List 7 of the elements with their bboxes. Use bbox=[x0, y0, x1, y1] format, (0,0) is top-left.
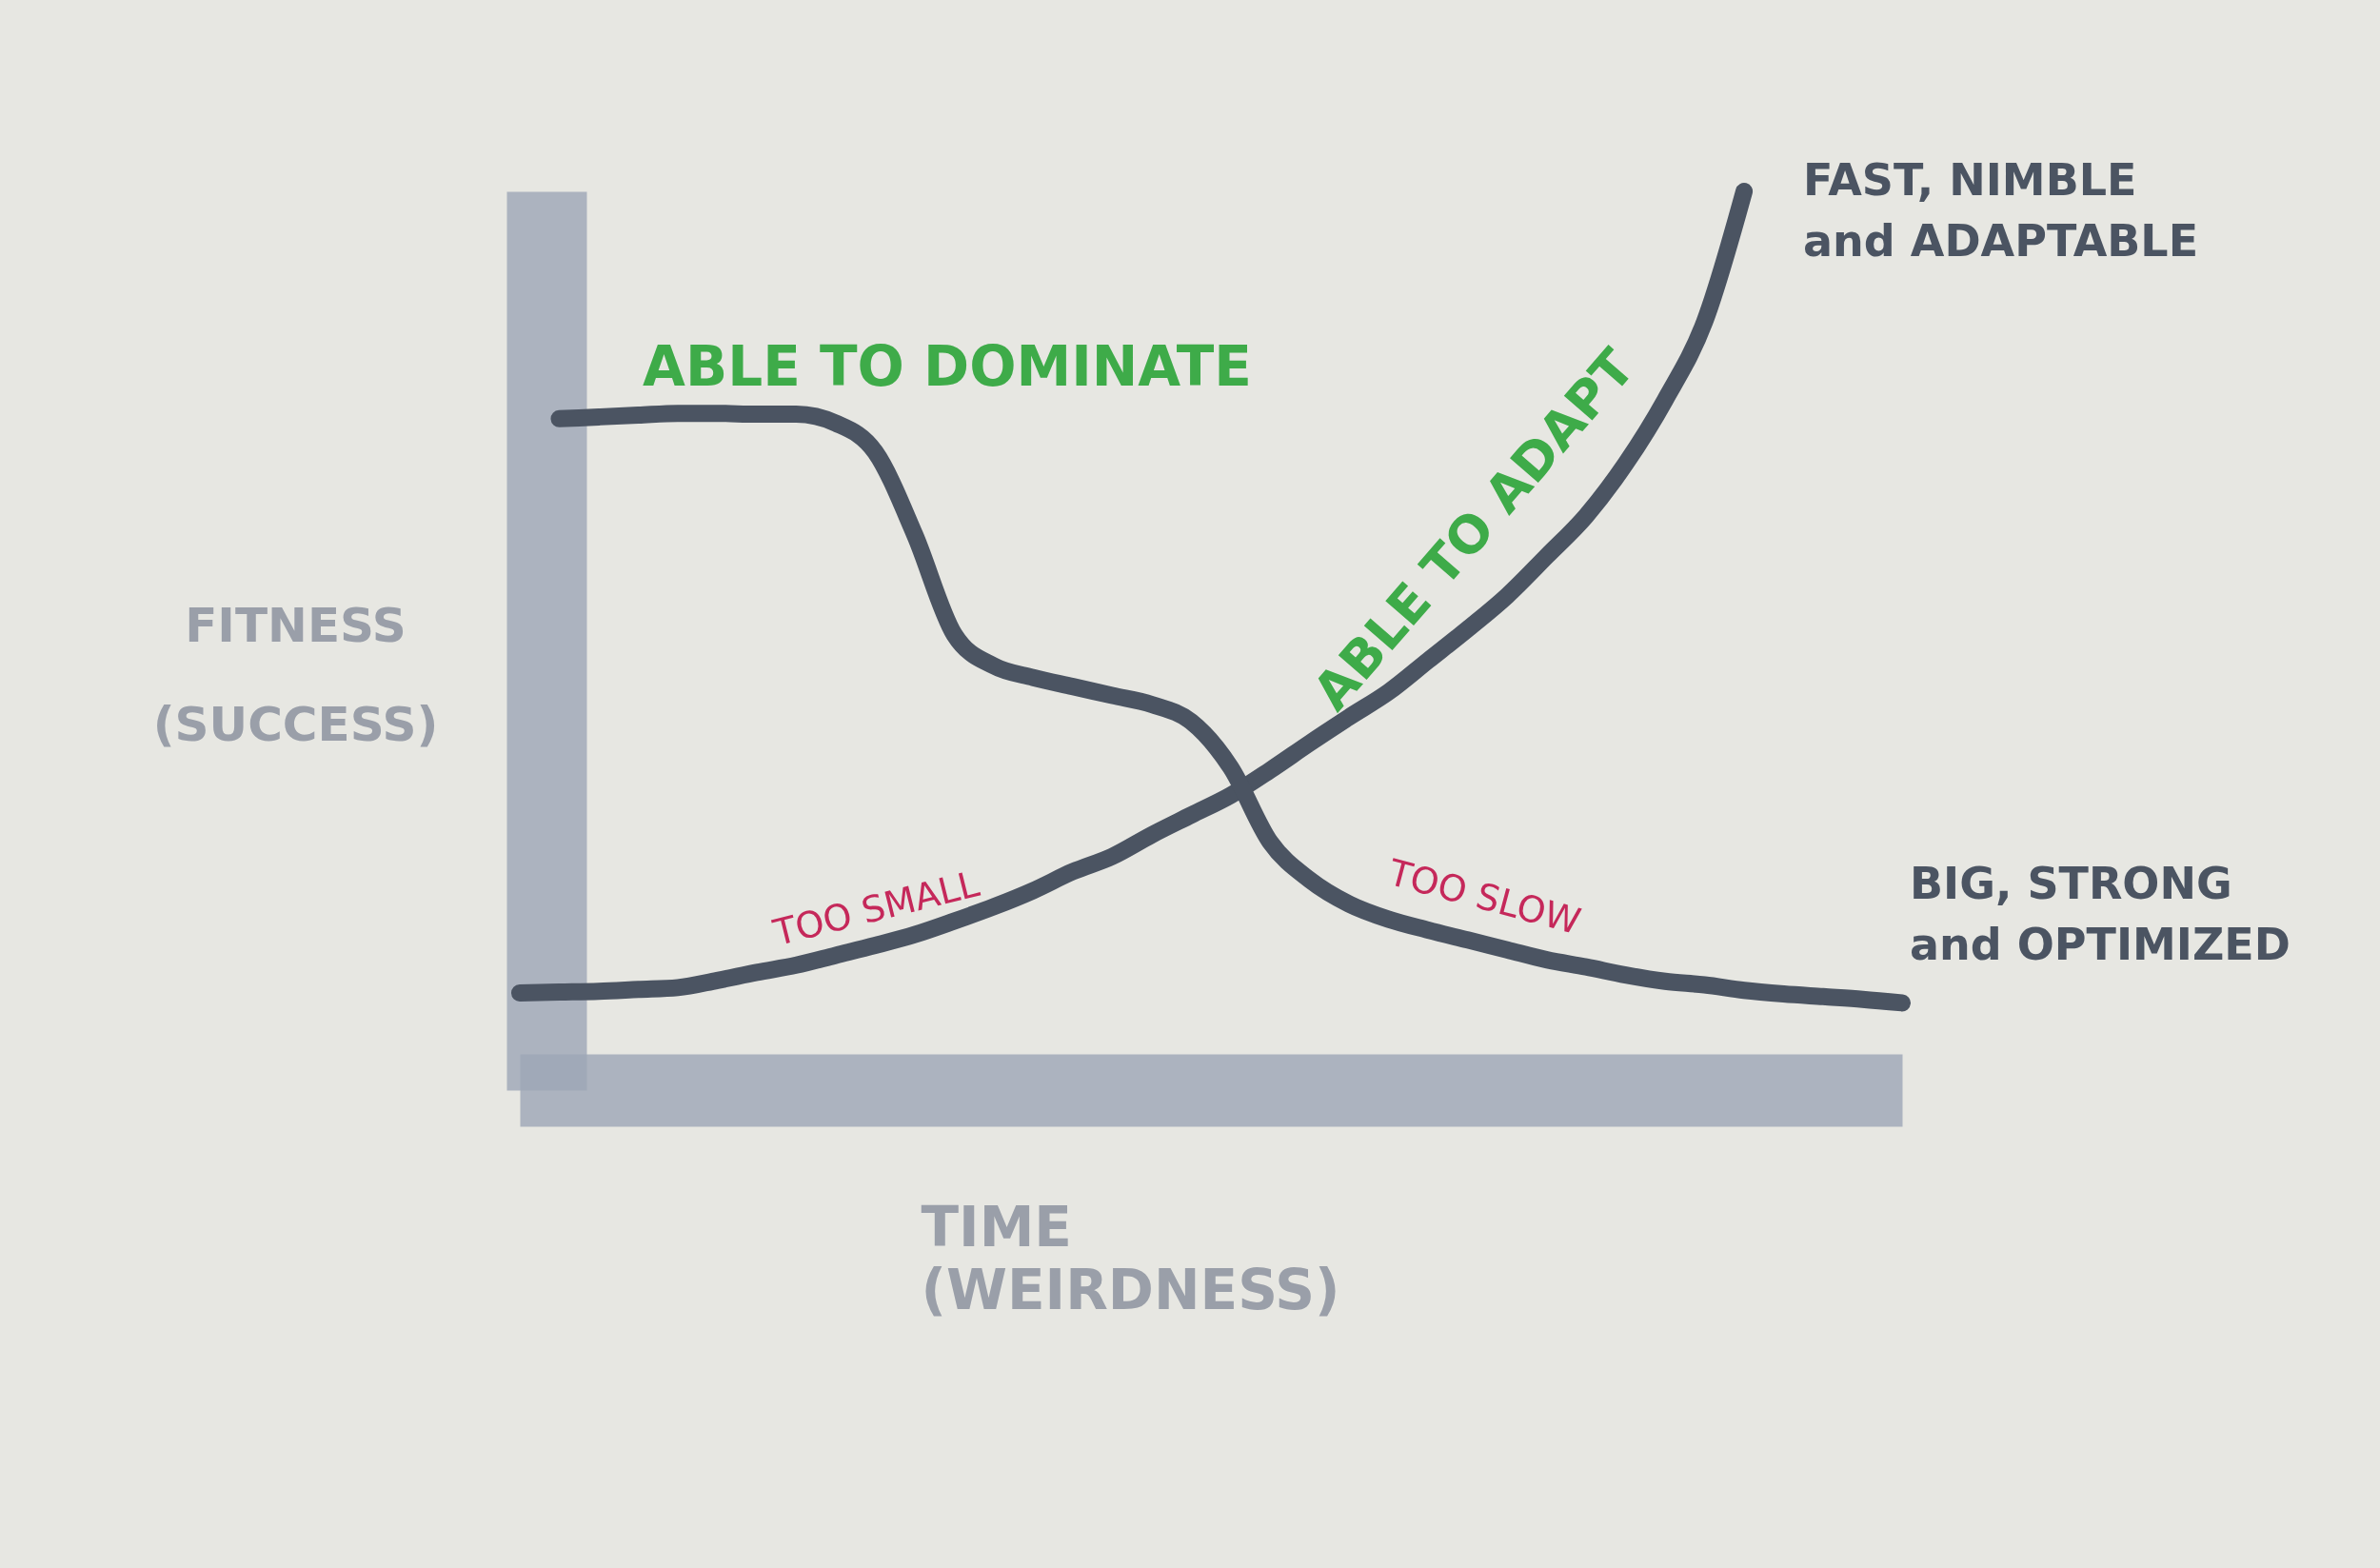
y-axis-title: FITNESS (SUCCESS) bbox=[152, 597, 439, 752]
series-label: FAST, NIMBLE and ADAPTABLE bbox=[1803, 154, 2199, 267]
annotation: ABLE TO DOMINATE bbox=[643, 334, 1252, 399]
x-axis-title: TIME (WEIRDNESS) bbox=[921, 1194, 1340, 1322]
annotation: TOO SLOW bbox=[1383, 850, 1585, 943]
series-label: BIG, STRONG and OPTIMIZED bbox=[1910, 858, 2291, 971]
annotation: TOO SMALL bbox=[768, 863, 983, 955]
